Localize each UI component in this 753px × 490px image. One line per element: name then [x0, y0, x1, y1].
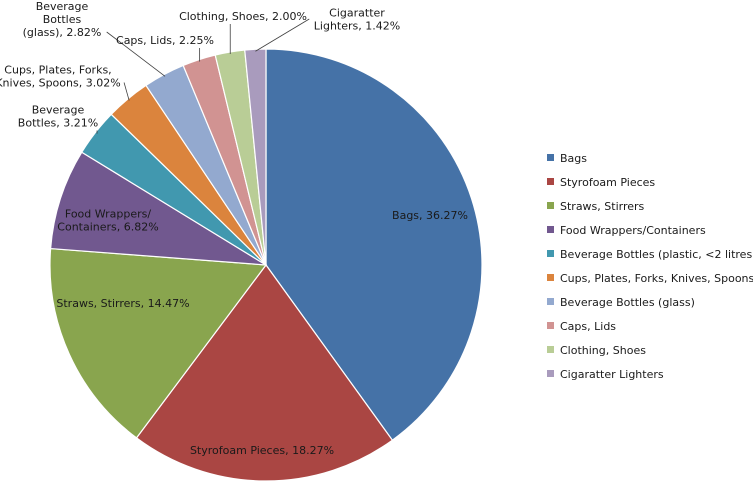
data-label-food-wrappers-containers: Food Wrappers/Containers, 6.82%: [57, 208, 158, 234]
legend-label-food-wrappers-containers: Food Wrappers/Containers: [560, 224, 706, 237]
pie-slice-bags: [265, 48, 483, 442]
legend-swatch-food-wrappers-containers: [547, 226, 554, 233]
legend-swatch-beverage-bottles-glass: [547, 298, 554, 305]
leader-line-cups-plates-forks-knives-spoons: [123, 82, 130, 101]
pie-slice-styrofoam-pieces: [135, 263, 394, 482]
legend-label-bags: Bags: [560, 152, 587, 165]
legend-swatch-cigaratter-lighters: [547, 370, 554, 377]
legend-swatch-beverage-bottles-plastic-2-litres: [547, 250, 554, 257]
legend-swatch-cups-plates-forks-knives-spoons: [547, 274, 554, 281]
data-label-caps-lids: Caps, Lids, 2.25%: [116, 34, 214, 47]
pie-slices: [49, 48, 483, 482]
leader-line-beverage-bottles-glass: [106, 31, 166, 77]
data-labels: Bags, 36.27% Styrofoam Pieces, 18.27% Stra…: [0, 0, 468, 457]
legend-label-straws-stirrers: Straws, Stirrers: [560, 200, 645, 213]
pie-slice-straws-stirrers: [49, 247, 268, 439]
data-label-clothing-shoes: Clothing, Shoes, 2.00%: [179, 10, 307, 23]
data-label-styrofoam-pieces: Styrofoam Pieces, 18.27%: [190, 444, 334, 457]
legend-label-cups-plates-forks-knives-spoons: Cups, Plates, Forks, Knives, Spoons: [560, 272, 753, 285]
legend-label-beverage-bottles-glass: Beverage Bottles (glass): [560, 296, 695, 309]
legend-swatch-clothing-shoes: [547, 346, 554, 353]
data-label-bags: Bags, 36.27%: [392, 209, 468, 222]
legend-label-beverage-bottles-plastic-2-litres: Beverage Bottles (plastic, <2 litres): [560, 248, 753, 261]
legend-swatch-straws-stirrers: [547, 202, 554, 209]
legend: Bags Styrofoam Pieces Straws, Stirrers Food…: [547, 152, 753, 381]
legend-label-clothing-shoes: Clothing, Shoes: [560, 344, 646, 357]
data-label-cups-plates-forks-knives-spoons: Cups, Plates, Forks, Knives, Spoons, 3.02…: [0, 64, 121, 90]
legend-label-cigaratter-lighters: Cigaratter Lighters: [560, 368, 664, 381]
data-label-beverage-bottles-plastic-2-litres: Beverage Bottles, 3.21%: [18, 104, 98, 130]
legend-swatch-bags: [547, 154, 554, 161]
legend-label-styrofoam-pieces: Styrofoam Pieces: [560, 176, 655, 189]
pie-slice-cigaratter-lighters: [244, 48, 267, 266]
data-label-beverage-bottles-glass: Beverage Bottles (glass), 2.82%: [23, 0, 102, 39]
leader-line-cigaratter-lighters: [255, 18, 310, 52]
legend-swatch-caps-lids: [547, 322, 554, 329]
pie-slice-food-wrappers-containers: [49, 151, 267, 266]
legend-label-caps-lids: Caps, Lids: [560, 320, 616, 333]
data-label-cigaratter-lighters: Cigaratter Lighters, 1.42%: [314, 7, 400, 33]
data-label-straws-stirrers: Straws, Stirrers, 14.47%: [56, 297, 189, 310]
legend-swatch-styrofoam-pieces: [547, 178, 554, 185]
